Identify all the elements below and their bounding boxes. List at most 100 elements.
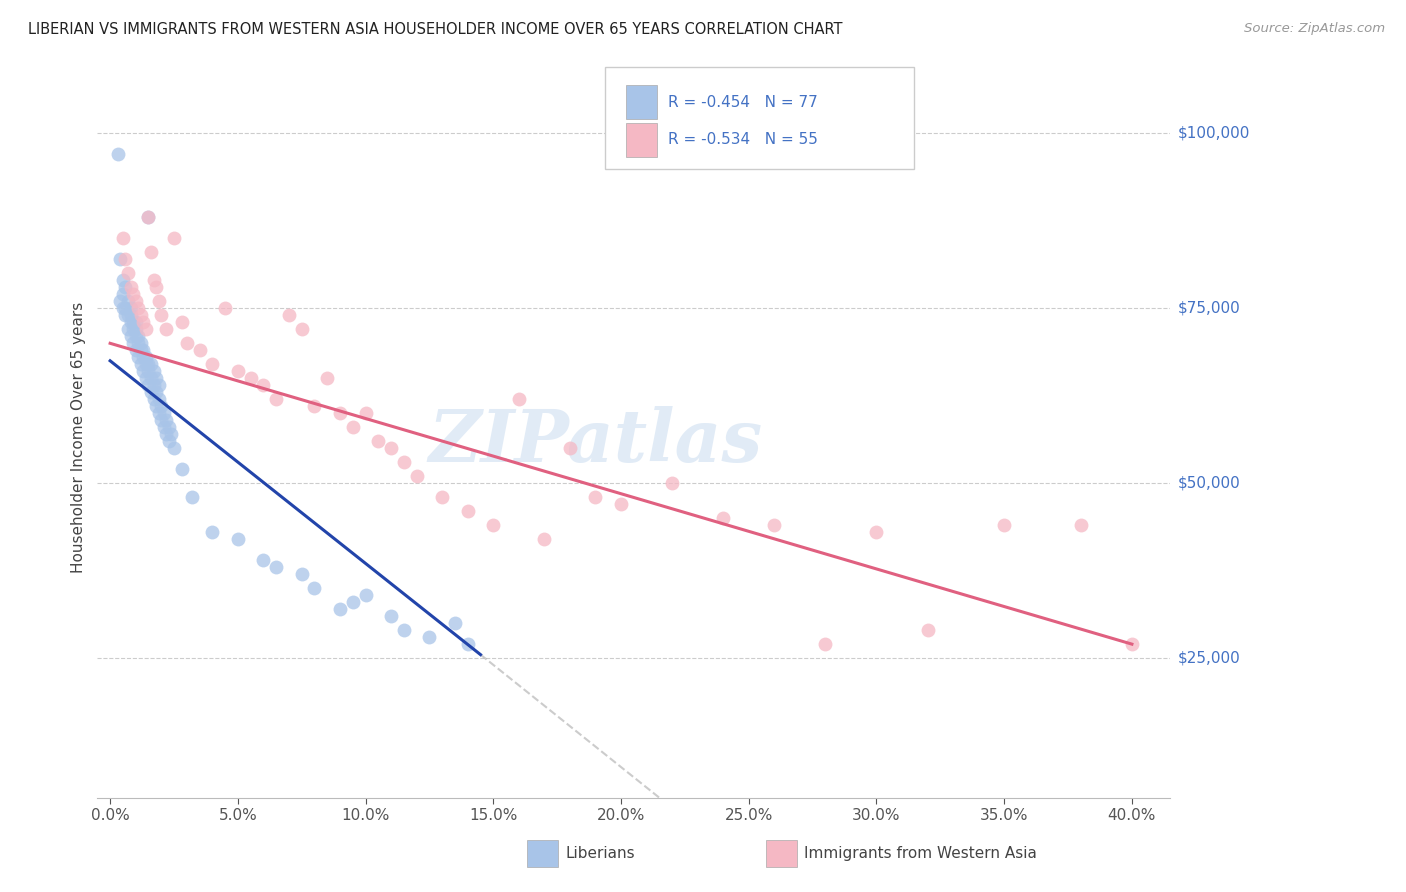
Point <box>163 442 186 456</box>
Point <box>214 301 236 316</box>
Point <box>139 245 162 260</box>
Point <box>120 315 142 329</box>
Point <box>135 357 157 371</box>
Point <box>163 231 186 245</box>
Point <box>354 406 377 420</box>
Point <box>124 343 146 358</box>
Point <box>138 211 160 225</box>
Point <box>444 616 467 631</box>
Point <box>117 308 139 322</box>
Point <box>150 308 173 322</box>
Point <box>142 378 165 392</box>
Point <box>122 322 145 336</box>
Point <box>127 351 149 365</box>
Point <box>129 308 152 322</box>
Point <box>122 315 145 329</box>
Point <box>367 434 389 449</box>
Point <box>304 581 326 595</box>
Text: ZIPatlas: ZIPatlas <box>429 406 762 476</box>
Point <box>711 511 734 525</box>
Point <box>482 518 505 533</box>
Point <box>129 336 152 351</box>
Point <box>120 308 142 322</box>
Point <box>814 637 837 651</box>
Point <box>155 427 177 442</box>
Point <box>145 371 167 385</box>
Point <box>865 525 887 540</box>
Point <box>132 351 155 365</box>
Point <box>120 329 142 343</box>
Text: LIBERIAN VS IMMIGRANTS FROM WESTERN ASIA HOUSEHOLDER INCOME OVER 65 YEARS CORREL: LIBERIAN VS IMMIGRANTS FROM WESTERN ASIA… <box>28 22 842 37</box>
Point <box>291 567 314 582</box>
Point <box>138 357 160 371</box>
Point <box>111 231 134 245</box>
Text: $75,000: $75,000 <box>1178 301 1240 316</box>
Y-axis label: Householder Income Over 65 years: Householder Income Over 65 years <box>72 302 86 574</box>
Point <box>127 336 149 351</box>
Point <box>264 392 287 407</box>
Point <box>138 211 160 225</box>
Point <box>122 287 145 301</box>
Point <box>150 413 173 427</box>
Point <box>354 588 377 602</box>
Point <box>405 469 427 483</box>
Point <box>432 490 454 504</box>
Point <box>392 455 415 469</box>
Point <box>132 315 155 329</box>
Point <box>129 357 152 371</box>
Point <box>139 357 162 371</box>
Point <box>533 532 555 546</box>
Point <box>120 280 142 294</box>
Point <box>763 518 786 533</box>
Point <box>117 266 139 280</box>
Point <box>107 147 129 161</box>
Point <box>110 294 132 309</box>
Point <box>1070 518 1092 533</box>
Text: Immigrants from Western Asia: Immigrants from Western Asia <box>804 847 1038 861</box>
Point <box>585 490 607 504</box>
Point <box>135 371 157 385</box>
Point <box>252 553 274 567</box>
Point <box>148 294 170 309</box>
Point <box>124 329 146 343</box>
Point <box>145 280 167 294</box>
Point <box>114 252 136 267</box>
Point <box>278 308 301 322</box>
Point <box>342 420 364 434</box>
Point <box>304 399 326 413</box>
Point <box>201 357 224 371</box>
Point <box>157 434 180 449</box>
Point <box>226 364 249 378</box>
Point <box>316 371 339 385</box>
Text: $100,000: $100,000 <box>1178 126 1250 141</box>
Point <box>993 518 1015 533</box>
Point <box>291 322 314 336</box>
Point <box>252 378 274 392</box>
Point <box>380 609 402 624</box>
Point <box>150 399 173 413</box>
Point <box>180 490 202 504</box>
Point <box>120 301 142 316</box>
Point <box>176 336 198 351</box>
Point <box>122 336 145 351</box>
Point <box>114 280 136 294</box>
Text: Liberians: Liberians <box>565 847 636 861</box>
Point <box>264 560 287 574</box>
Point <box>142 392 165 407</box>
Point <box>117 294 139 309</box>
Text: R = -0.454   N = 77: R = -0.454 N = 77 <box>668 95 818 110</box>
Point <box>129 343 152 358</box>
Point <box>155 413 177 427</box>
Point <box>152 420 174 434</box>
Point <box>142 273 165 287</box>
Point <box>139 371 162 385</box>
Point <box>139 385 162 400</box>
Point <box>1121 637 1143 651</box>
Point <box>329 406 352 420</box>
Point <box>117 322 139 336</box>
Point <box>124 294 146 309</box>
Point <box>239 371 262 385</box>
Point <box>917 623 939 637</box>
Point <box>380 442 402 456</box>
Point <box>132 364 155 378</box>
